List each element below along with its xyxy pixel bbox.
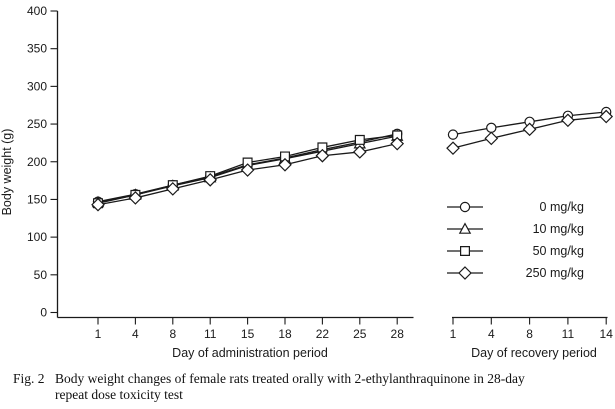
legend-triangle-icon — [447, 222, 483, 234]
marker-diamond — [522, 122, 537, 137]
marker-diamond — [91, 197, 105, 212]
data-series — [91, 106, 614, 212]
marker-diamond — [458, 266, 472, 280]
x-tick-label: 8 — [169, 327, 176, 341]
x-tick-label: 11 — [562, 327, 575, 341]
legend-diamond-icon — [447, 266, 483, 280]
marker-square — [354, 134, 365, 145]
x-tick-label: 14 — [600, 327, 614, 341]
caption-fig-label: Fig. 2 — [13, 371, 45, 386]
marker-diamond — [315, 148, 330, 163]
marker-diamond — [278, 157, 292, 172]
marker-circle — [459, 201, 471, 213]
series-administration-250-mg-kg — [91, 136, 405, 212]
x-axis-title-recovery: Day of recovery period — [471, 346, 597, 360]
series-recovery-0-mg-kg — [447, 106, 612, 140]
legend-entry-50-mg-kg: 50 mg/kg — [446, 240, 584, 262]
legend-entry-250-mg-kg: 250 mg/kg — [446, 262, 584, 284]
marker-diamond — [390, 136, 405, 151]
marker-diamond — [240, 163, 255, 177]
y-tick-label: 0 — [40, 306, 47, 320]
marker-diamond — [484, 131, 499, 146]
y-tick-label: 400 — [27, 4, 47, 18]
marker-circle — [447, 129, 459, 140]
marker-triangle — [458, 222, 472, 234]
series-recovery-250-mg-kg — [446, 109, 614, 156]
x-tick-label: 4 — [132, 327, 139, 341]
marker-diamond — [446, 141, 460, 156]
x-tick-label: 15 — [241, 327, 255, 341]
x-tick-label: 8 — [526, 327, 533, 341]
caption-line-1: Body weight changes of female rats treat… — [55, 371, 525, 386]
x-tick-label: 1 — [450, 327, 457, 341]
y-axis-title: Body weight (g) — [0, 129, 14, 216]
x-tick-label: 4 — [488, 327, 495, 341]
marker-diamond — [203, 172, 218, 187]
y-tick-label: 100 — [27, 230, 47, 244]
marker-square — [392, 130, 403, 141]
legend-circle-icon — [447, 201, 483, 213]
y-tick-label: 250 — [27, 117, 47, 131]
x-axis-title-administration: Day of administration period — [172, 346, 328, 360]
y-tick-label: 50 — [34, 268, 48, 282]
marker-square — [460, 245, 470, 256]
legend-label: 0 mg/kg — [539, 200, 584, 214]
marker-diamond — [352, 145, 367, 159]
marker-diamond — [165, 182, 180, 196]
marker-circle — [486, 122, 497, 134]
body-weight-chart: Body weight (g) Day of administration pe… — [0, 4, 614, 360]
caption-text: Body weight changes of female rats treat… — [55, 371, 607, 404]
marker-diamond — [599, 109, 614, 124]
x-tick-label: 22 — [316, 327, 330, 341]
x-tick-label: 11 — [204, 327, 217, 341]
marker-diamond — [128, 191, 143, 205]
y-tick-label: 150 — [27, 192, 47, 206]
y-tick-label: 300 — [27, 79, 47, 93]
x-tick-label: 28 — [391, 327, 405, 341]
legend-entry-0-mg-kg: 0 mg/kg — [446, 196, 584, 218]
y-tick-label: 200 — [27, 155, 47, 169]
figure-caption: Fig. 2 Body weight changes of female rat… — [13, 371, 607, 404]
marker-square — [317, 142, 328, 153]
legend-label: 10 mg/kg — [532, 222, 584, 236]
x-tick-label: 18 — [278, 327, 292, 341]
legend: 0 mg/kg 10 mg/kg 50 mg/kg 250 mg/kg — [446, 196, 584, 284]
caption-line-2: repeat dose toxicity test — [55, 387, 183, 403]
x-tick-label: 1 — [95, 327, 102, 341]
legend-label: 250 mg/kg — [525, 266, 584, 280]
legend-label: 50 mg/kg — [532, 244, 584, 258]
marker-diamond — [561, 113, 575, 128]
legend-entry-10-mg-kg: 10 mg/kg — [446, 218, 584, 240]
y-tick-label: 350 — [27, 42, 47, 56]
marker-square — [242, 157, 253, 168]
marker-square — [280, 151, 290, 162]
legend-square-icon — [447, 245, 483, 256]
x-tick-label: 25 — [353, 327, 367, 341]
